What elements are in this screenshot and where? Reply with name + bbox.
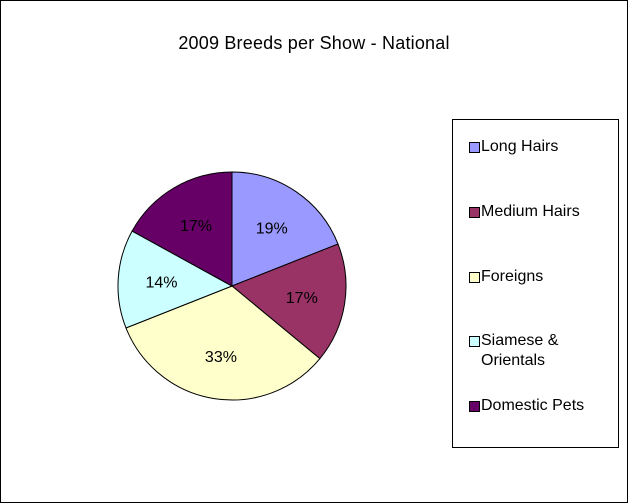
chart-title: 2009 Breeds per Show - National: [178, 33, 450, 53]
pie-slice-domestic-pets: [131, 171, 233, 287]
legend-swatch: [469, 336, 480, 347]
pie-slices: [117, 171, 347, 401]
data-label-foreigns: 33%: [205, 349, 237, 366]
data-label-domestic-pets: 17%: [180, 218, 212, 235]
legend-label: Foreigns: [481, 268, 544, 285]
legend-label: Long Hairs: [481, 138, 559, 155]
legend-label: Domestic Pets: [481, 397, 585, 414]
legend-item-foreigns: Foreigns: [469, 267, 614, 287]
chart-legend: Long Hairs Medium Hairs Foreigns Siamese…: [452, 119, 619, 448]
legend-item-long-hairs: Long Hairs: [469, 137, 614, 157]
legend-item-medium-hairs: Medium Hairs: [469, 202, 614, 222]
legend-item-siamese-orientals: Siamese & Orientals: [469, 331, 614, 371]
legend-swatch: [469, 401, 480, 412]
legend-label: Siamese & Orientals: [481, 332, 559, 369]
pie-slice-labels: 19% 17% 33% 14% 17%: [145, 218, 317, 366]
data-label-medium-hairs: 17%: [286, 290, 318, 307]
legend-swatch: [469, 207, 480, 218]
legend-swatch: [469, 272, 480, 283]
data-label-long-hairs: 19%: [256, 221, 288, 238]
legend-label: Medium Hairs: [481, 203, 580, 220]
pie-slice-long-hairs: [231, 171, 339, 287]
legend-item-domestic-pets: Domestic Pets: [469, 396, 614, 416]
pie-slice-medium-hairs: [231, 243, 347, 360]
pie-slice-foreigns: [125, 285, 321, 401]
legend-swatch: [469, 142, 480, 153]
data-label-siamese-orientals: 14%: [145, 275, 177, 292]
pie-slice-siamese-orientals: [117, 230, 234, 329]
